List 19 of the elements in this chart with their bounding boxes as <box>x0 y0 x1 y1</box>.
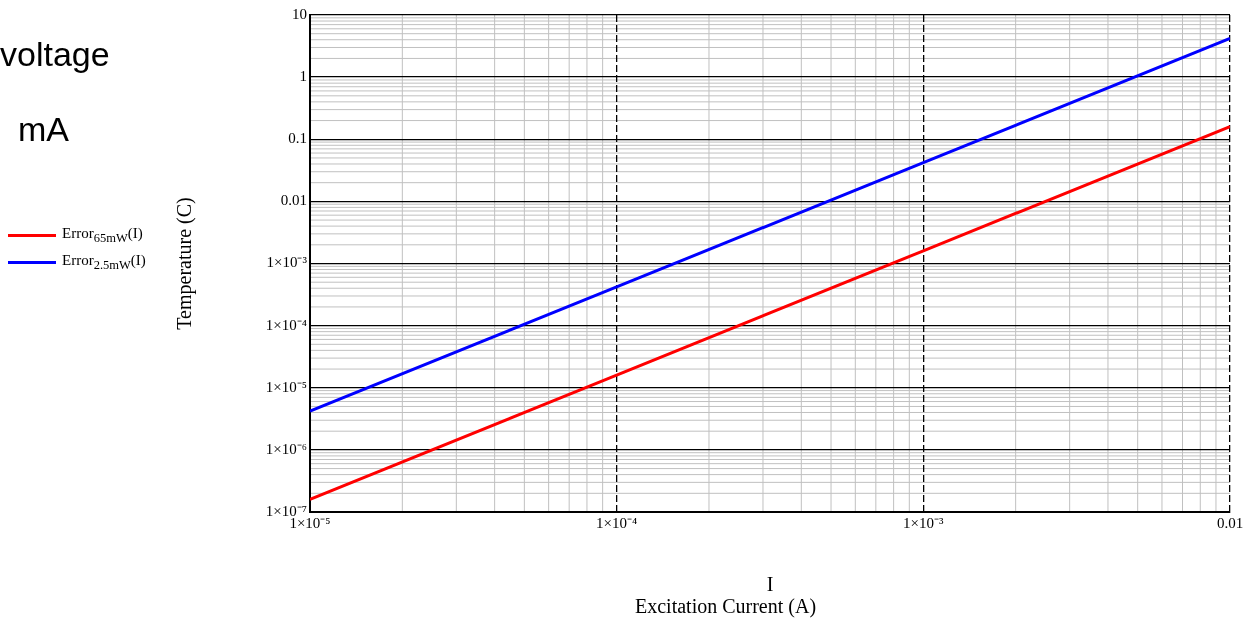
y-axis-title: Temperature (C) <box>173 197 197 330</box>
text: Excitation Current (A) <box>635 595 817 618</box>
legend-label: Error$_{65mW}$(I) <box>62 225 143 246</box>
x-tick-label: 1×10⁻⁴ <box>596 514 638 531</box>
x-tick-label: 0.01 <box>1216 514 1244 531</box>
x-axis-title: I <box>766 573 774 596</box>
y-tick-label: 10 <box>292 5 307 22</box>
y-tick-label: 1×10⁻⁴ <box>265 316 307 333</box>
y-tick-label: 1×10⁻³ <box>266 254 308 271</box>
x-tick-label: 1×10⁻³ <box>903 514 945 531</box>
y-tick-label: 1 <box>299 68 307 85</box>
text: voltage <box>0 35 110 74</box>
y-tick-label: 1×10⁻⁷ <box>265 502 307 519</box>
legend-label: Error$_{2.5mW}$(I) <box>62 252 146 273</box>
y-tick-label: 0.1 <box>288 130 307 147</box>
y-tick-label: 1×10⁻⁵ <box>265 378 307 395</box>
y-tick-label: 0.01 <box>280 192 307 209</box>
y-tick-label: 1×10⁻⁶ <box>265 440 307 457</box>
text: mA <box>18 110 69 149</box>
